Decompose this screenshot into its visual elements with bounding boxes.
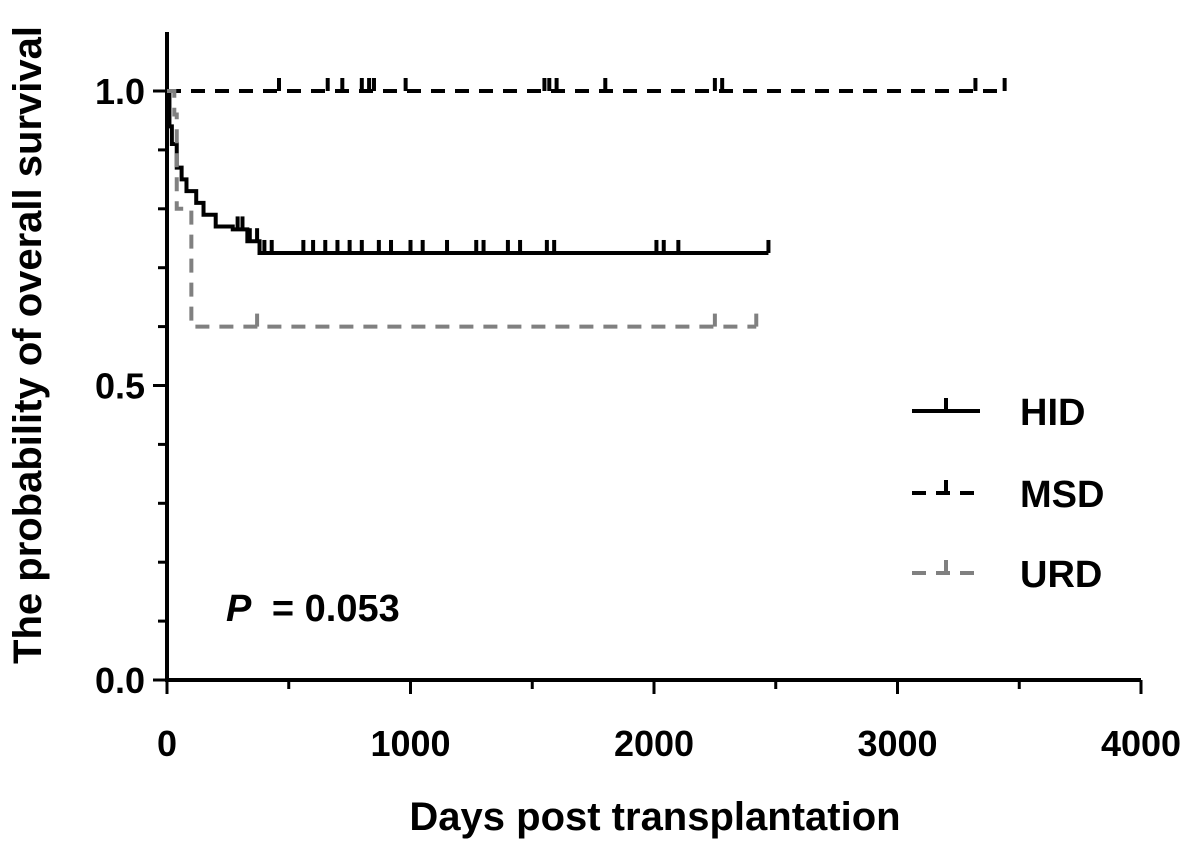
legend-label-hid: HID bbox=[1020, 392, 1085, 434]
axes: 0.0 0.5 1.0 0 1000 2000 3000 4000 bbox=[95, 32, 1181, 764]
x-tick-label: 4000 bbox=[1101, 723, 1181, 764]
x-tick-label: 1000 bbox=[370, 723, 450, 764]
series-urd bbox=[167, 89, 759, 329]
y-tick-label: 0.5 bbox=[95, 366, 145, 407]
series-hid bbox=[167, 89, 771, 255]
series-layer bbox=[167, 78, 1007, 329]
y-axis-label: The probability of overall survival bbox=[6, 26, 50, 664]
p-value-annotation: P = 0.053 bbox=[226, 588, 400, 630]
legend-label-msd: MSD bbox=[1020, 474, 1104, 516]
series-msd bbox=[167, 78, 1007, 93]
x-axis-label: Days post transplantation bbox=[409, 795, 900, 839]
x-tick-label: 3000 bbox=[857, 723, 937, 764]
x-tick-label: 2000 bbox=[614, 723, 694, 764]
legend-label-urd: URD bbox=[1020, 554, 1102, 596]
survival-curve-hid bbox=[167, 89, 769, 255]
p-value-label: P bbox=[226, 588, 252, 630]
legend: HID MSD URD bbox=[912, 392, 1104, 596]
survival-curve-urd bbox=[167, 89, 757, 329]
y-tick-label: 0.0 bbox=[95, 660, 145, 701]
y-tick-label: 1.0 bbox=[95, 71, 145, 112]
x-tick-label: 0 bbox=[157, 723, 177, 764]
p-value-text: = 0.053 bbox=[272, 588, 400, 630]
